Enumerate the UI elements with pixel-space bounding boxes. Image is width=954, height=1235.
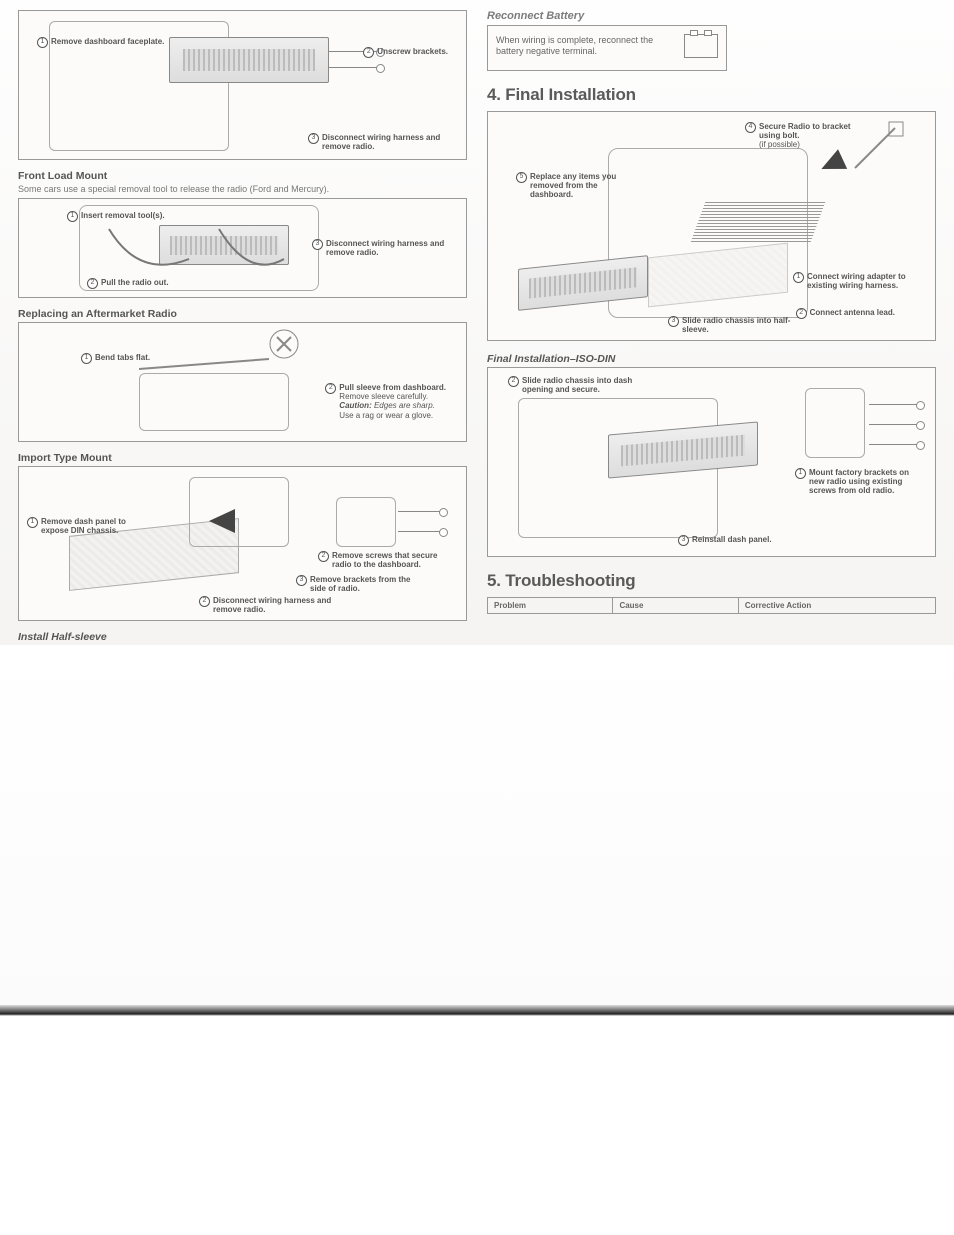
callout-text: Slide radio chassis into dash opening an… <box>522 376 648 394</box>
callout-text: Reinstall dash panel. <box>692 535 772 544</box>
bracket-icon <box>845 118 915 178</box>
table-header: Problem <box>488 598 613 614</box>
right-column: Reconnect Battery When wiring is complet… <box>487 10 936 645</box>
reconnect-text: When wiring is complete, reconnect the b… <box>496 35 674 58</box>
battery-icon <box>684 34 718 58</box>
callout-text: Mount factory brackets on new radio usin… <box>809 468 925 496</box>
subtext-front-load: Some cars use a special removal tool to … <box>18 184 467 194</box>
callout-text: Connect wiring adapter to existing wirin… <box>807 272 923 290</box>
table-header: Cause <box>613 598 738 614</box>
callout-text: Bend tabs flat. <box>95 353 150 362</box>
heading-troubleshooting: 5. Troubleshooting <box>487 571 936 591</box>
callout-text: Insert removal tool(s). <box>81 211 165 220</box>
heading-final-installation: 4. Final Installation <box>487 85 936 105</box>
callout-text: Unscrew brackets. <box>377 47 448 56</box>
blank-scan-area <box>0 645 954 1005</box>
diagram-front-load: 1Insert removal tool(s). 2Pull the radio… <box>18 198 467 298</box>
troubleshooting-table: Problem Cause Corrective Action <box>487 597 936 614</box>
callout-text: Secure Radio to bracket using bolt.(if p… <box>759 122 855 150</box>
diagram-dashboard-removal: 1Remove dashboard faceplate. 2Unscrew br… <box>18 10 467 160</box>
callout-text: Disconnect wiring harness and remove rad… <box>322 133 448 151</box>
diagram-import: 1Remove dash panel to expose DIN chassis… <box>18 466 467 621</box>
heading-import: Import Type Mount <box>18 452 467 464</box>
callout-text: Remove dash panel to expose DIN chassis. <box>41 517 137 535</box>
diagram-final-installation: 1Connect wiring adapter to existing wiri… <box>487 111 936 341</box>
callout-text: Pull the radio out. <box>101 278 169 287</box>
diagram-aftermarket: 1Bend tabs flat. 2Pull sleeve from dashb… <box>18 322 467 442</box>
heading-install-half-sleeve: Install Half-sleeve <box>18 631 467 643</box>
callout-text: Connect antenna lead. <box>810 308 895 317</box>
callout-text: Remove dashboard faceplate. <box>51 37 164 46</box>
callout-text: Remove brackets from the side of radio. <box>310 575 426 593</box>
heading-iso-din: Final Installation–ISO-DIN <box>487 353 936 365</box>
heading-reconnect-battery: Reconnect Battery <box>487 10 936 22</box>
heading-aftermarket: Replacing an Aftermarket Radio <box>18 308 467 320</box>
callout-text: Remove screws that secure radio to the d… <box>332 551 448 569</box>
diagram-reconnect-battery: When wiring is complete, reconnect the b… <box>487 25 727 71</box>
callout-text: Replace any items you removed from the d… <box>530 172 626 200</box>
left-column: 1Remove dashboard faceplate. 2Unscrew br… <box>18 10 467 645</box>
scan-edge <box>0 1005 954 1025</box>
manual-page: 1Remove dashboard faceplate. 2Unscrew br… <box>0 0 954 645</box>
callout-text: Slide radio chassis into half-sleeve. <box>682 316 808 334</box>
screwdriver-icon <box>139 329 299 379</box>
callout-text: Pull sleeve from dashboard.Remove sleeve… <box>339 383 446 420</box>
callout-text: Disconnect wiring harness and remove rad… <box>326 239 452 257</box>
heading-front-load: Front Load Mount <box>18 170 467 182</box>
table-header: Corrective Action <box>738 598 935 614</box>
diagram-iso-din: 1Mount factory brackets on new radio usi… <box>487 367 936 557</box>
callout-text: Disconnect wiring harness and remove rad… <box>213 596 349 614</box>
